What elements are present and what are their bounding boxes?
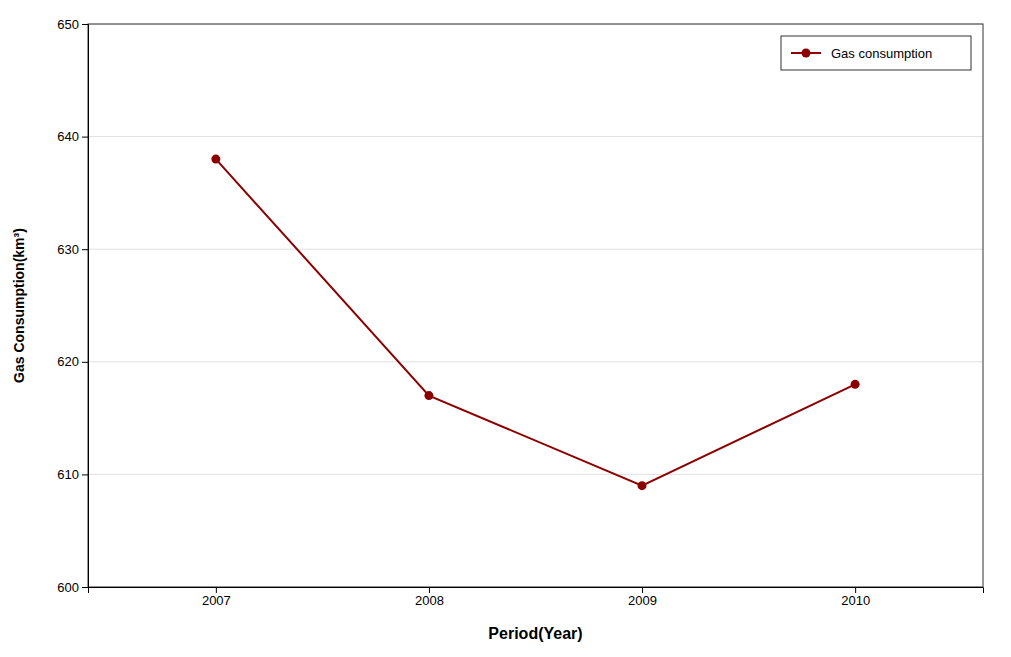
plot-frame [88, 24, 983, 587]
grid-line [88, 136, 983, 137]
y-tick-mark [82, 587, 88, 588]
x-tick-label: 2010 [841, 593, 870, 608]
y-tick-mark [82, 24, 88, 25]
y-axis: 600 610 620 630 640 650 [57, 17, 88, 595]
x-tick-mark [429, 587, 430, 593]
point-marker [211, 155, 220, 164]
grid-line [88, 361, 983, 362]
legend: Gas consumption [781, 36, 971, 70]
point-marker [424, 391, 433, 400]
y-tick-label: 620 [57, 354, 79, 369]
series-line [216, 159, 855, 486]
y-tick: 640 [57, 129, 88, 144]
x-tick: 2007 [202, 587, 231, 608]
chart: 2007 2008 2009 2010 600 610 620 630 640 650 Gas co… [0, 0, 1011, 657]
y-axis-title: Gas Consumption(km³) [11, 228, 27, 383]
grid [88, 24, 983, 587]
x-axis-title: Period(Year) [488, 625, 582, 642]
y-tick: 650 [57, 17, 88, 32]
y-tick-label: 630 [57, 242, 79, 257]
y-tick-label: 610 [57, 467, 79, 482]
y-tick: 620 [57, 354, 88, 369]
point-marker [851, 380, 860, 389]
x-tick-mark [642, 587, 643, 593]
x-tick: 2009 [628, 587, 657, 608]
x-axis: 2007 2008 2009 2010 [89, 587, 984, 608]
x-tick-mark [855, 587, 856, 593]
plot-area: 2007 2008 2009 2010 600 610 620 630 640 650 Gas co… [57, 17, 983, 609]
x-tick-label: 2009 [628, 593, 657, 608]
y-tick-mark [82, 474, 88, 475]
y-tick-mark [82, 249, 88, 250]
y-tick-mark [82, 362, 88, 363]
x-axis-line [89, 588, 984, 594]
legend-marker [802, 49, 811, 58]
y-axis-line [82, 25, 89, 588]
y-tick-label: 600 [57, 580, 79, 595]
x-tick: 2010 [841, 587, 870, 608]
point-marker [638, 481, 647, 490]
x-tick-label: 2008 [415, 593, 444, 608]
y-tick-label: 640 [57, 129, 79, 144]
x-tick-mark [216, 587, 217, 593]
grid-line [88, 249, 983, 250]
y-tick: 600 [57, 580, 88, 595]
y-tick: 610 [57, 467, 88, 482]
legend-label: Gas consumption [831, 46, 932, 61]
grid-line [88, 474, 983, 475]
legend-box [781, 36, 971, 70]
marks [211, 155, 859, 491]
x-tick-label: 2007 [202, 593, 231, 608]
y-tick-label: 650 [57, 17, 79, 32]
y-tick: 630 [57, 242, 88, 257]
x-tick: 2008 [415, 587, 444, 608]
y-tick-mark [82, 137, 88, 138]
